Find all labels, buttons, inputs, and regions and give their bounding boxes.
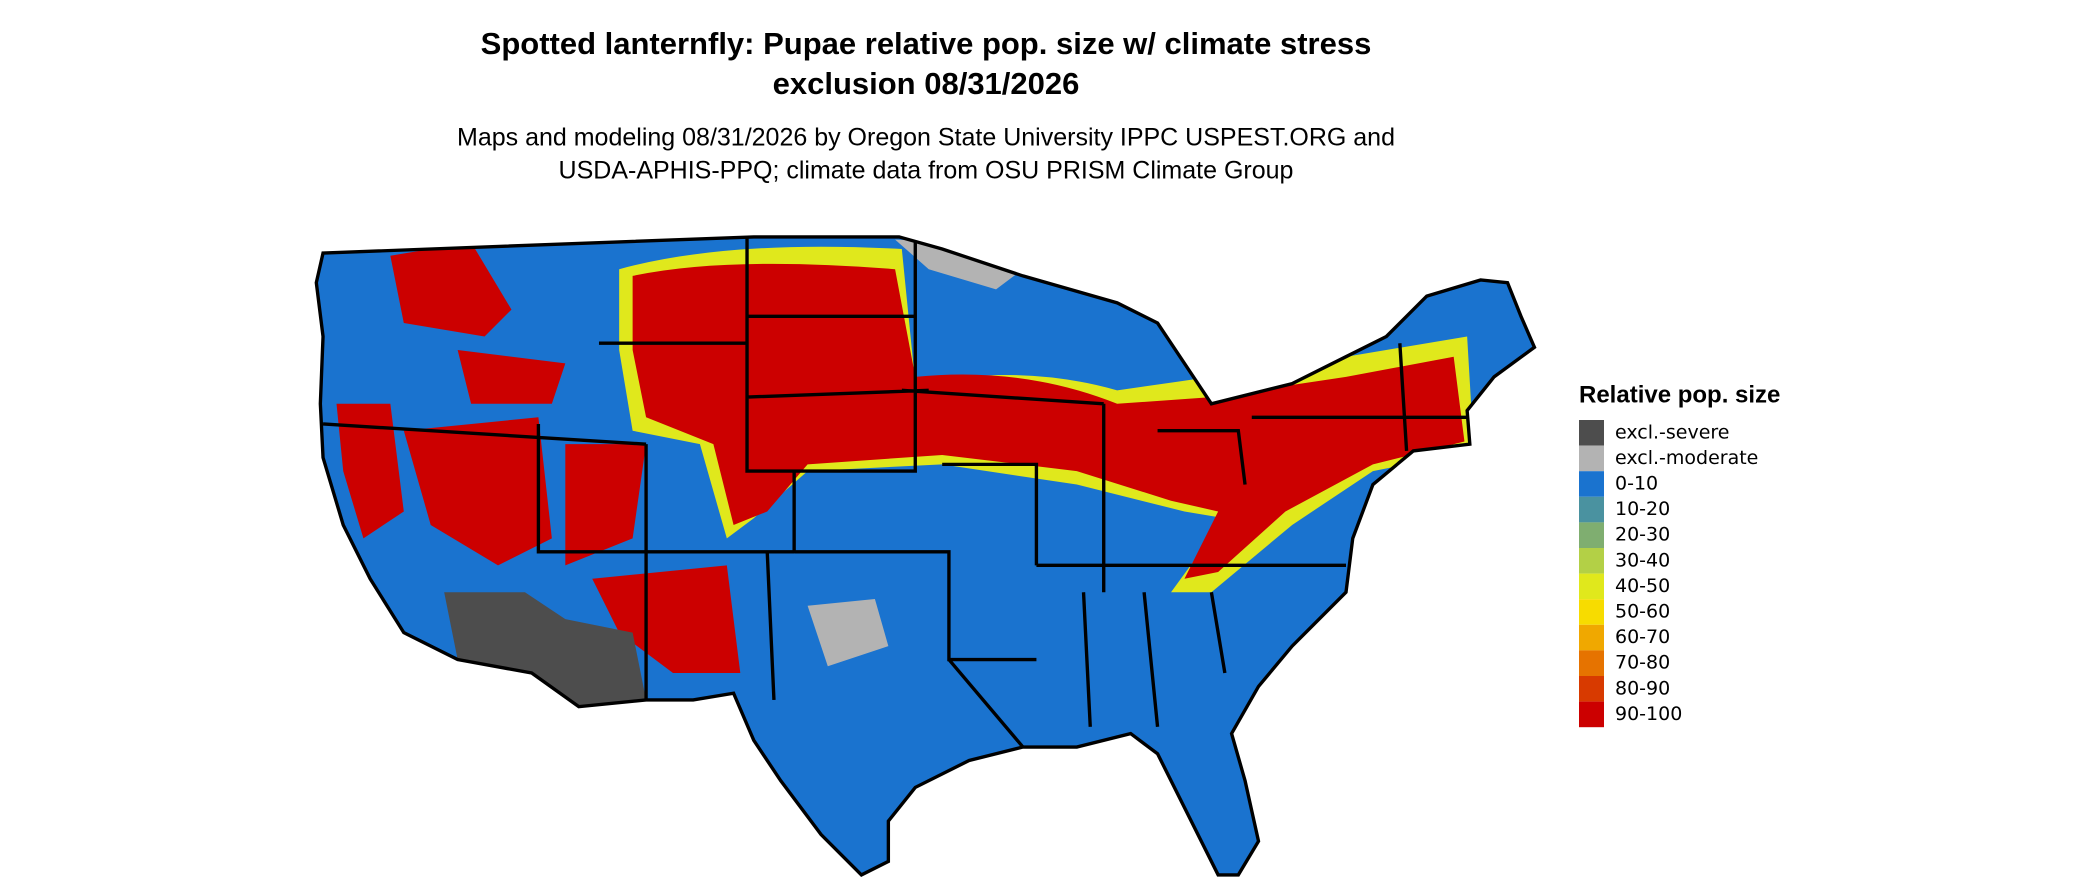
map-fill <box>316 236 1535 875</box>
red-zone <box>632 263 1465 579</box>
legend-swatch <box>1579 676 1604 702</box>
legend-label: 50-60 <box>1615 601 1670 623</box>
legend-swatch <box>1579 522 1604 548</box>
legend-label: excl.-severe <box>1615 421 1730 443</box>
legend-label: 60-70 <box>1615 626 1670 648</box>
legend-swatch <box>1579 650 1604 676</box>
legend-swatch <box>1579 701 1604 728</box>
map <box>314 235 1537 877</box>
legend-label: 70-80 <box>1615 652 1670 674</box>
state-borders <box>314 235 1537 877</box>
subtitle-line: USDA-APHIS-PPQ; climate data from OSU PR… <box>559 157 1294 185</box>
legend-swatch <box>1579 420 1604 446</box>
legend-swatch <box>1579 548 1604 574</box>
legend-label: 30-40 <box>1615 549 1670 571</box>
legend-swatch <box>1579 496 1604 523</box>
legend-label: 80-90 <box>1615 677 1670 699</box>
legend-swatch <box>1579 599 1604 625</box>
legend-swatch <box>1579 624 1604 651</box>
title-line: exclusion 08/31/2026 <box>773 66 1080 101</box>
legend-label: 0-10 <box>1615 473 1658 495</box>
legend: excl.-severe excl.-moderate 0-10 10-20 20-30… <box>1579 420 1758 728</box>
legend-swatch <box>1579 471 1604 497</box>
excluded-severe <box>444 592 647 707</box>
legend-swatch <box>1579 445 1604 472</box>
legend-label: 90-100 <box>1615 703 1682 725</box>
legend-label: 20-30 <box>1615 524 1670 546</box>
title-line: Spotted lanternfly: Pupae relative pop. … <box>481 26 1372 61</box>
legend-title: Relative pop. size <box>1579 381 1780 408</box>
subtitle-line: Maps and modeling 08/31/2026 by Oregon S… <box>457 124 1395 152</box>
legend-label: 40-50 <box>1615 575 1670 597</box>
excluded-moderate <box>807 239 1023 667</box>
legend-label: excl.-moderate <box>1615 447 1758 469</box>
legend-swatch <box>1579 573 1604 600</box>
legend-label: 10-20 <box>1615 498 1670 520</box>
